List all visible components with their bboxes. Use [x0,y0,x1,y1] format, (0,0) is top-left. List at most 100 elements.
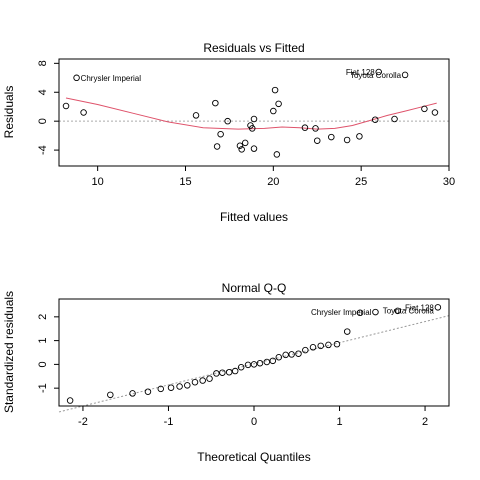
normal-qq-y-axis-label: Standardized residuals [2,291,16,413]
residuals-data-point [192,112,200,119]
qq-data-point [199,377,206,384]
qq-data-point [333,340,341,348]
normal-qq-x-axis-label: Theoretical Quantiles [197,450,310,464]
qq-y-tick-label: 1 [37,338,49,344]
normal-qq-panel: Normal Q-Q -2 -1 0 1 2 -1 0 1 2 Chrysler Imperial… [2,281,450,464]
qq-data-point [356,309,364,317]
normal-qq-marks: -2 -1 0 1 2 -1 0 1 2 Chrysler Imperial Fiat 128Toy… [37,303,450,428]
qq-data-point [269,357,277,365]
residuals-data-point [273,151,281,158]
residuals-vs-fitted-marks: 10 15 20 25 30 -4 0 4 8 Chrysler Imperial Fiat 128… [37,60,455,188]
qq-data-point [325,341,332,349]
qq-point-annotation: Fiat 128 [405,303,434,312]
qq-point-annotation: Chrysler Imperial [311,308,372,317]
residuals-data-point [328,133,335,141]
residuals-vs-fitted-x-axis-label: Fitted values [220,210,288,224]
qq-data-point [206,375,213,382]
residuals-x-tick-label: 15 [179,176,191,188]
qq-data-point [231,367,239,375]
residuals-data-point [275,100,282,108]
qq-data-point [107,391,114,399]
qq-data-point [191,378,199,386]
residuals-y-tick-label: 8 [37,60,49,66]
residuals-data-point [217,130,224,138]
residuals-data-point [271,86,279,94]
qq-data-point [129,390,136,397]
residuals-y-tick-label: -4 [37,145,49,155]
residuals-data-point [391,115,398,123]
residuals-point-annotation: Toyota Corolla [350,71,402,80]
residuals-point-annotation: Chrysler Imperial [81,74,142,83]
residuals-data-point [431,109,439,116]
residuals-data-point [241,139,249,147]
normal-qq-plot-frame [58,298,450,407]
residuals-x-tick-label: 25 [355,176,367,188]
qq-x-tick-label: 0 [251,416,257,428]
qq-data-point [213,370,220,377]
qq-reference-line [58,315,450,413]
residuals-y-tick-label: 0 [37,118,49,124]
residuals-data-point [250,115,258,123]
qq-data-point [295,350,302,357]
residuals-vs-fitted-panel: Residuals vs Fitted 10 15 20 25 30 -4 0 4 8 Chrys… [2,41,455,224]
residuals-x-tick-label: 10 [92,176,104,188]
qq-data-point [372,308,379,316]
qq-data-point [237,363,245,371]
residuals-y-tick-label: 4 [37,89,49,95]
qq-x-tick-label: -2 [78,416,88,428]
residuals-data-point [213,143,221,150]
residuals-data-point [401,71,409,79]
residuals-data-point [80,109,87,116]
qq-data-point [302,346,309,354]
residuals-data-point [73,74,80,82]
residuals-vs-fitted-title: Residuals vs Fitted [203,41,304,55]
residuals-data-point [371,116,379,123]
residuals-data-point [236,142,244,150]
qq-data-point [275,354,283,361]
qq-data-point [434,304,442,311]
residuals-smoother-line [65,97,437,130]
qq-data-point [394,307,401,315]
qq-data-point [66,397,74,404]
qq-data-point [250,361,258,368]
residuals-data-point [343,136,351,144]
residuals-point-annotation: Fiat 128 [346,68,375,77]
residuals-x-tick-label: 20 [267,176,279,188]
normal-qq-title: Normal Q-Q [222,281,287,295]
residuals-data-point [312,125,319,132]
residuals-data-point [224,117,231,125]
qq-data-point [263,358,271,366]
residuals-data-point [375,68,382,76]
residuals-data-point [250,145,258,152]
residuals-data-point [238,146,245,153]
qq-data-point [176,383,183,390]
qq-data-point [225,368,233,376]
residuals-data-point [212,99,219,107]
qq-data-point [317,342,324,350]
qq-data-point [288,351,295,358]
qq-data-point [144,388,152,395]
qq-y-tick-label: 2 [37,314,49,320]
residuals-vs-fitted-plot-frame [58,58,450,167]
qq-data-point [157,385,165,393]
qq-point-annotation: Toyota Corolla [383,307,435,316]
residuals-data-point [356,133,363,140]
residuals-data-point [62,102,70,110]
residuals-data-point [313,137,321,144]
qq-x-tick-label: -1 [164,416,174,428]
qq-data-point [219,369,226,376]
qq-x-tick-label: 2 [422,416,428,428]
qq-data-point [343,328,351,335]
qq-data-point [256,359,264,367]
residuals-data-point [248,125,256,132]
residuals-data-point [270,107,277,115]
qq-y-tick-label: -1 [37,383,49,393]
qq-data-point [167,384,175,391]
qq-data-point [309,344,317,351]
qq-data-point [184,382,191,389]
qq-x-tick-label: 1 [336,416,342,428]
qq-y-tick-label: 0 [37,361,49,367]
residuals-x-tick-label: 30 [443,176,455,188]
